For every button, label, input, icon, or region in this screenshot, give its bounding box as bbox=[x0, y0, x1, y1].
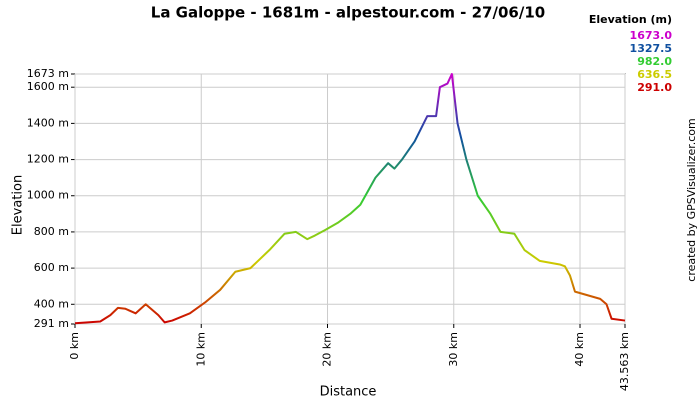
y-tick-label: 600 m bbox=[34, 261, 69, 274]
x-tick-label: 43.563 km bbox=[618, 332, 631, 391]
x-tick-label: 20 km bbox=[321, 332, 334, 367]
y-tick-label: 800 m bbox=[34, 225, 69, 238]
chart-title: La Galoppe - 1681m - alpestour.com - 27/… bbox=[151, 4, 545, 22]
x-tick-label: 10 km bbox=[194, 332, 207, 367]
x-tick-label: 30 km bbox=[447, 332, 460, 367]
y-tick-label: 1600 m bbox=[27, 80, 69, 93]
y-tick-label: 291 m bbox=[34, 317, 69, 330]
x-tick-label: 0 km bbox=[68, 332, 81, 360]
x-tick-label: 40 km bbox=[573, 332, 586, 367]
legend-entry: 291.0 bbox=[637, 81, 672, 94]
y-tick-label: 1673 m bbox=[27, 67, 69, 80]
legend-entry: 636.5 bbox=[637, 68, 672, 81]
legend-entry: 1673.0 bbox=[630, 29, 673, 42]
x-axis-title: Distance bbox=[320, 385, 377, 400]
credit: created by GPSVisualizer.com bbox=[685, 118, 698, 281]
legend-entry: 1327.5 bbox=[630, 42, 672, 55]
y-tick-label: 1400 m bbox=[27, 116, 69, 129]
plot-frame bbox=[74, 73, 626, 325]
elevation-line bbox=[74, 73, 626, 325]
y-axis-title: Elevation bbox=[11, 175, 26, 235]
y-tick-label: 1000 m bbox=[27, 189, 69, 202]
y-tick-label: 1200 m bbox=[27, 153, 69, 166]
legend-entry: 982.0 bbox=[637, 55, 672, 68]
y-tick-label: 400 m bbox=[34, 297, 69, 310]
legend-title: Elevation (m) bbox=[589, 13, 672, 26]
